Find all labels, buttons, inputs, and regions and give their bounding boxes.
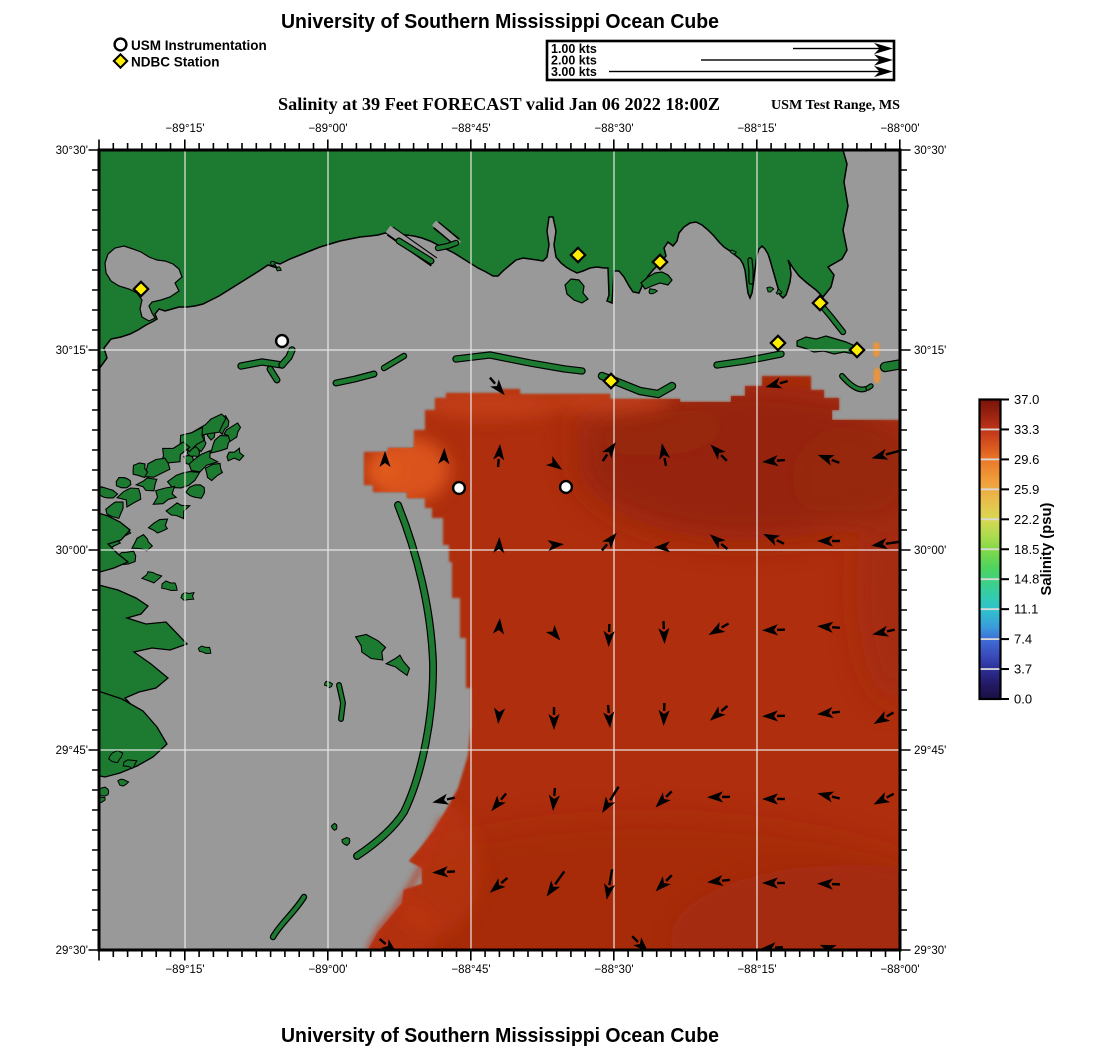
- svg-text:−88°30': −88°30': [594, 123, 633, 135]
- svg-text:22.2: 22.2: [1014, 512, 1039, 527]
- svg-text:29°45': 29°45': [56, 745, 88, 757]
- svg-text:−89°00': −89°00': [308, 123, 347, 135]
- svg-text:−88°30': −88°30': [594, 964, 633, 976]
- svg-text:University of Southern Mississ: University of Southern Mississippi Ocean…: [281, 1025, 719, 1047]
- svg-text:25.9: 25.9: [1014, 482, 1039, 497]
- svg-text:−89°15': −89°15': [165, 123, 204, 135]
- svg-text:14.8: 14.8: [1014, 572, 1039, 587]
- svg-text:29°30': 29°30': [56, 945, 88, 957]
- svg-text:18.5: 18.5: [1014, 542, 1039, 557]
- svg-text:−89°00': −89°00': [308, 964, 347, 976]
- svg-text:3.7: 3.7: [1014, 662, 1032, 677]
- svg-text:30°15': 30°15': [56, 345, 88, 357]
- svg-text:30°00': 30°00': [914, 545, 946, 557]
- svg-text:3.00 kts: 3.00 kts: [551, 65, 597, 79]
- svg-text:−89°15': −89°15': [165, 964, 204, 976]
- svg-text:USM Test Range, MS: USM Test Range, MS: [771, 97, 900, 112]
- svg-text:1.00 kts: 1.00 kts: [551, 42, 597, 56]
- svg-text:USM Instrumentation: USM Instrumentation: [131, 38, 267, 53]
- svg-text:−88°00': −88°00': [880, 123, 919, 135]
- svg-text:−88°15': −88°15': [737, 123, 776, 135]
- svg-text:−88°00': −88°00': [880, 964, 919, 976]
- svg-text:University of Southern Mississ: University of Southern Mississippi Ocean…: [281, 11, 719, 33]
- svg-text:NDBC Station: NDBC Station: [131, 55, 220, 70]
- svg-text:29°45': 29°45': [914, 745, 946, 757]
- svg-text:Salinity (psu): Salinity (psu): [1039, 502, 1055, 595]
- svg-text:Salinity at 39 Feet FORECAST v: Salinity at 39 Feet FORECAST valid Jan 0…: [278, 94, 720, 114]
- svg-text:30°00': 30°00': [56, 545, 88, 557]
- svg-text:0.0: 0.0: [1014, 692, 1032, 707]
- svg-text:37.0: 37.0: [1014, 392, 1039, 407]
- svg-text:30°30': 30°30': [914, 145, 946, 157]
- svg-text:−88°15': −88°15': [737, 964, 776, 976]
- svg-text:30°15': 30°15': [914, 345, 946, 357]
- svg-text:30°30': 30°30': [56, 145, 88, 157]
- svg-text:7.4: 7.4: [1014, 632, 1032, 647]
- svg-text:29°30': 29°30': [914, 945, 946, 957]
- svg-text:29.6: 29.6: [1014, 452, 1039, 467]
- svg-text:33.3: 33.3: [1014, 422, 1039, 437]
- svg-text:−88°45': −88°45': [451, 964, 490, 976]
- svg-text:2.00 kts: 2.00 kts: [551, 54, 597, 68]
- svg-text:−88°45': −88°45': [451, 123, 490, 135]
- svg-text:11.1: 11.1: [1014, 602, 1038, 617]
